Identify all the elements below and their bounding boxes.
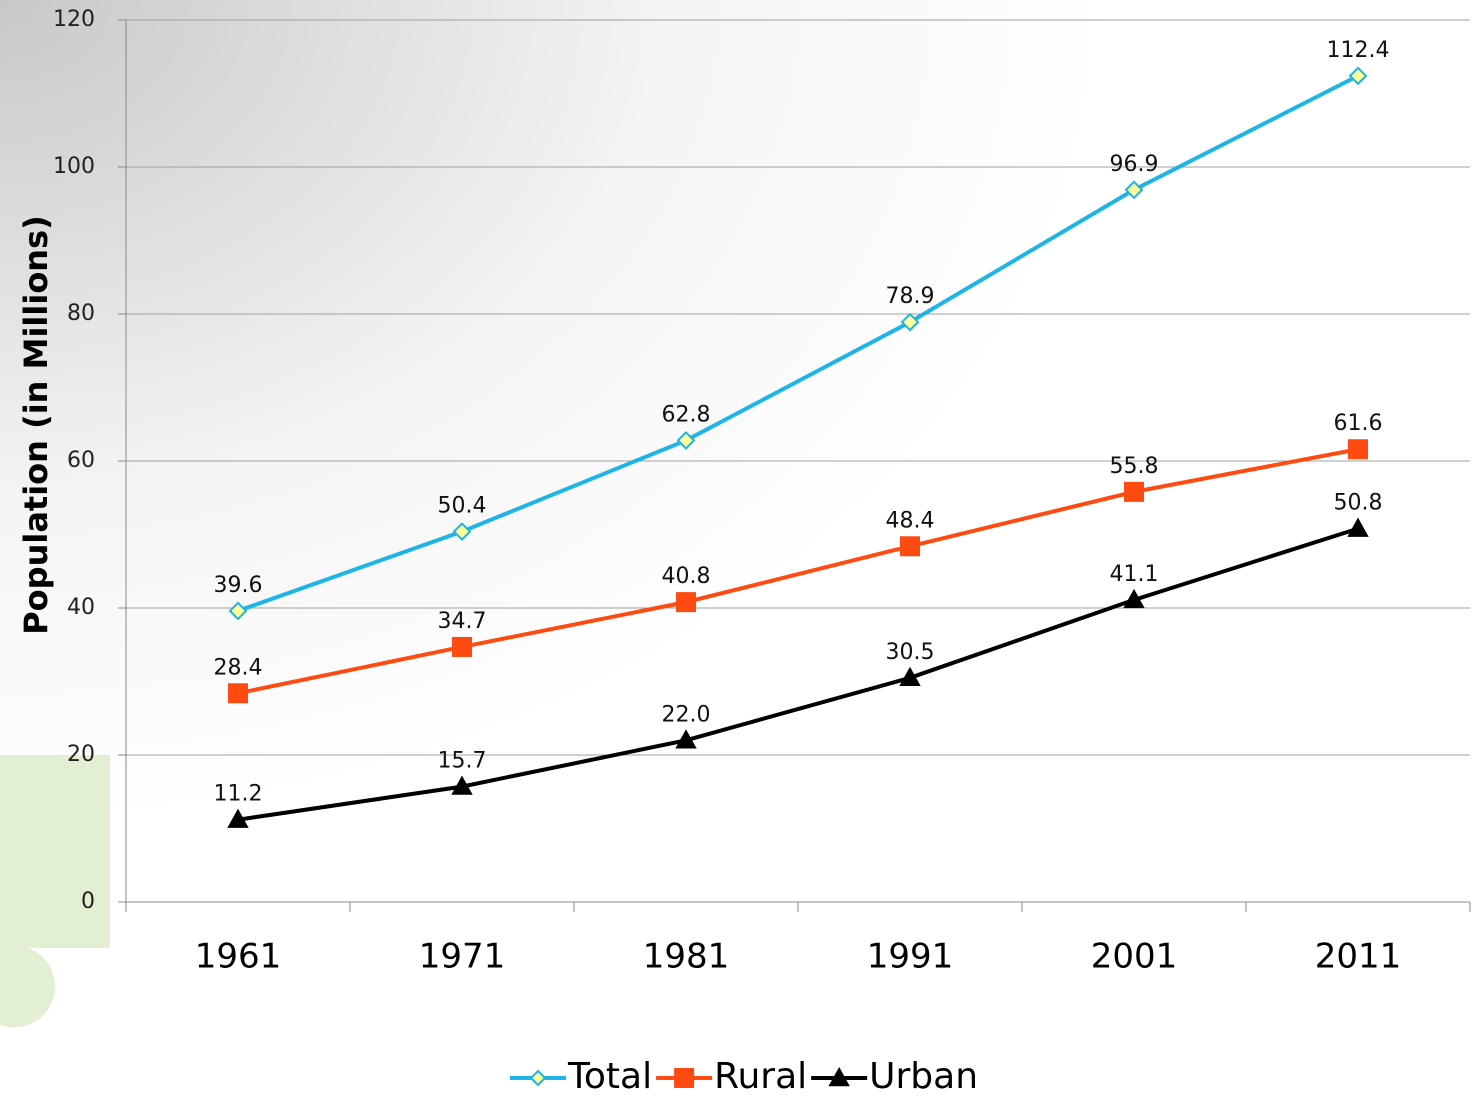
data-label: 22.0 — [662, 702, 711, 727]
y-tick-label: 40 — [67, 595, 95, 620]
data-label: 28.4 — [214, 655, 263, 680]
series-line — [237, 447, 1359, 696]
x-tick-label: 1991 — [867, 937, 954, 977]
x-tick-label: 1961 — [195, 937, 282, 977]
y-tick-label: 60 — [67, 448, 95, 473]
data-label: 61.6 — [1334, 411, 1383, 436]
data-label: 39.6 — [214, 573, 263, 598]
marker — [1123, 588, 1145, 609]
marker — [452, 522, 472, 541]
marker — [451, 775, 473, 795]
marker — [899, 666, 921, 687]
legend-label: Urban — [869, 1056, 978, 1097]
data-label: 11.2 — [214, 782, 263, 807]
x-tick-label: 1971 — [419, 937, 506, 977]
marker — [228, 683, 248, 704]
y-tick-label: 80 — [67, 301, 95, 326]
data-label: 112.4 — [1327, 38, 1390, 63]
marker — [228, 601, 248, 621]
data-label: 62.8 — [662, 402, 711, 427]
marker — [452, 636, 472, 657]
data-label: 78.9 — [886, 284, 935, 309]
marker — [676, 431, 696, 450]
x-tick-label: 2011 — [1315, 937, 1402, 977]
marker — [529, 1069, 547, 1087]
marker — [675, 729, 697, 749]
marker — [1124, 180, 1144, 200]
x-tick-label: 2001 — [1091, 937, 1178, 977]
data-label: 30.5 — [886, 640, 935, 665]
data-label: 55.8 — [1110, 454, 1159, 479]
marker — [674, 1068, 695, 1088]
data-label: 40.8 — [662, 564, 711, 589]
data-label: 96.9 — [1110, 152, 1159, 177]
marker — [1348, 66, 1368, 86]
marker — [676, 592, 696, 613]
x-tick-label: 1981 — [643, 937, 730, 977]
y-tick-label: 120 — [53, 7, 95, 32]
marker — [227, 808, 249, 828]
marker — [900, 536, 920, 557]
legend-label: Total — [567, 1056, 652, 1097]
marker — [900, 312, 920, 332]
y-tick-label: 100 — [53, 154, 95, 179]
legend-label: Rural — [714, 1056, 807, 1097]
data-label: 48.4 — [886, 508, 935, 533]
data-label: 50.8 — [1334, 491, 1383, 516]
y-axis-label: Population (in Millions) — [17, 215, 55, 635]
marker — [1348, 439, 1368, 460]
marker — [828, 1066, 850, 1087]
y-tick-label: 0 — [81, 889, 95, 914]
data-label: 41.1 — [1110, 562, 1159, 587]
marker — [1124, 481, 1144, 502]
y-tick-label: 20 — [67, 742, 95, 767]
data-label: 50.4 — [438, 494, 487, 519]
decoration — [0, 755, 110, 1028]
marker — [1347, 517, 1369, 537]
series-line — [237, 526, 1359, 822]
data-label: 34.7 — [438, 609, 487, 634]
data-label: 15.7 — [438, 749, 487, 774]
series-line — [237, 74, 1359, 613]
